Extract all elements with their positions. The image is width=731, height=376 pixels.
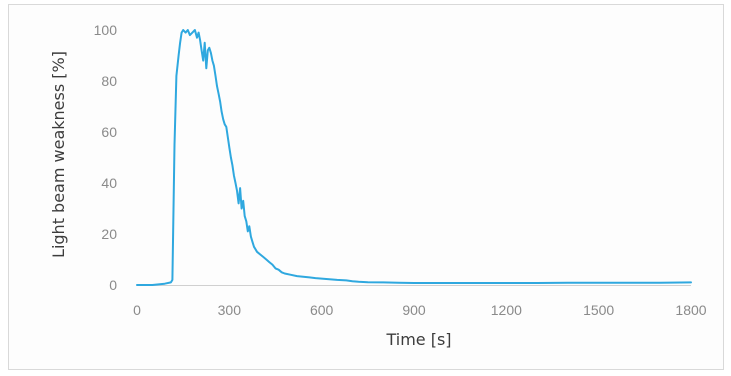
x-tick-label: 1800 [675,302,706,318]
y-tick-label: 20 [101,226,117,242]
y-tick-label: 100 [94,22,118,38]
x-tick-label: 600 [310,302,334,318]
chart-frame [8,4,724,370]
x-axis-title: Time [s] [385,330,451,349]
x-tick-label: 300 [218,302,242,318]
x-tick-label: 0 [133,302,141,318]
series-line [136,29,692,286]
y-tick-label: 80 [101,73,117,89]
y-axis-title: Light beam weakness [%] [49,51,68,258]
x-tick-label: 1500 [583,302,614,318]
x-tick-label: 1200 [491,302,522,318]
y-tick-label: 40 [101,175,117,191]
y-tick-label: 60 [101,124,117,140]
x-tick-label: 900 [402,302,426,318]
y-tick-label: 0 [109,277,117,293]
